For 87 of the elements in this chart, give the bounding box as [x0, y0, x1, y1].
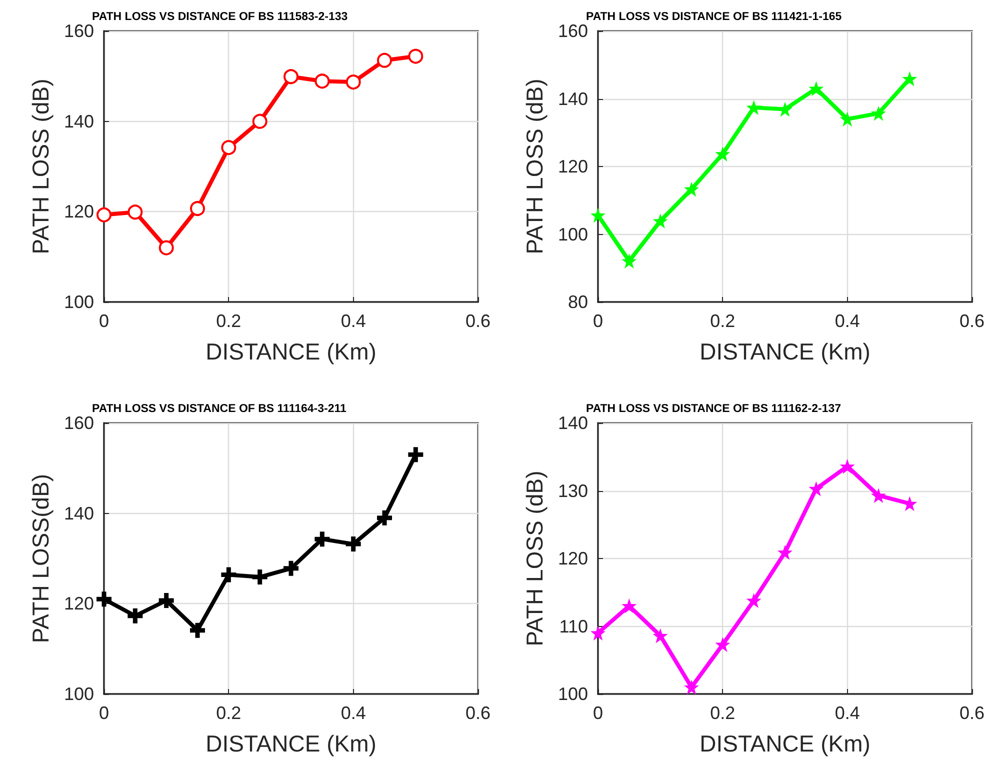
point: [746, 100, 762, 116]
x-tick-label: 0: [592, 703, 604, 723]
y-axis-title: PATH LOSS (dB): [522, 470, 548, 646]
point: [622, 598, 637, 614]
point: [652, 214, 668, 229]
x-tick-label: 0: [98, 311, 110, 331]
y-tick-label: 120: [64, 594, 94, 614]
point: [252, 114, 268, 129]
point: [314, 532, 330, 547]
x-tick-label: 0.6: [959, 703, 985, 723]
point: [715, 637, 730, 652]
y-tick-label: 160: [64, 413, 94, 433]
y-tick-label: 140: [558, 413, 588, 433]
y-axis-title: PATH LOSS (dB): [522, 78, 548, 254]
point: [221, 567, 236, 582]
y-tick-label: 160: [64, 21, 94, 41]
y-tick-label: 120: [558, 548, 588, 568]
chart-title: PATH LOSS VS DISTANCE OF BS 111583-2-133: [92, 11, 348, 23]
point: [96, 592, 112, 607]
point: [128, 608, 143, 624]
point: [284, 69, 298, 84]
point: [377, 510, 392, 526]
x-tick-label: 0.6: [959, 311, 985, 331]
point: [590, 626, 606, 641]
y-tick-label: 120: [558, 156, 588, 176]
x-axis-title: DISTANCE (Km): [700, 730, 870, 756]
point: [408, 48, 424, 64]
point: [840, 458, 855, 474]
point: [158, 240, 174, 256]
point: [346, 536, 361, 552]
point: [190, 622, 205, 638]
y-axis-title: PATH LOSS (dB): [28, 78, 54, 254]
y-tick-label: 100: [64, 292, 94, 312]
x-tick-label: 0.2: [216, 703, 242, 723]
y-tick-label: 130: [558, 480, 588, 501]
x-axis-title: DISTANCE (Km): [206, 338, 376, 364]
point: [346, 74, 361, 90]
y-axis-title: PATH LOSS(dB): [28, 474, 54, 644]
point: [377, 52, 392, 68]
y-tick-label: 100: [558, 684, 588, 704]
x-tick-label: 0.2: [710, 311, 736, 331]
point: [128, 204, 143, 220]
point: [284, 560, 298, 576]
point: [652, 628, 668, 644]
y-tick-label: 120: [64, 202, 94, 222]
x-axis-title: DISTANCE (Km): [206, 730, 376, 756]
point: [314, 74, 330, 89]
x-tick-label: 0.4: [834, 311, 860, 331]
point: [871, 488, 886, 503]
x-tick-label: 0: [98, 703, 110, 723]
point: [96, 207, 112, 222]
y-tick-label: 100: [64, 684, 94, 704]
y-tick-label: 140: [64, 111, 94, 132]
y-tick-label: 140: [64, 503, 94, 524]
y-tick-label: 160: [558, 21, 588, 41]
point: [808, 81, 824, 96]
x-tick-label: 0.4: [340, 311, 366, 331]
point: [808, 481, 824, 496]
y-tick-label: 140: [558, 88, 588, 109]
x-tick-label: 0.2: [710, 703, 736, 723]
x-tick-label: 0.2: [216, 311, 242, 331]
y-tick-label: 110: [559, 616, 588, 636]
chart-title: PATH LOSS VS DISTANCE OF BS 111164-3-211: [92, 403, 347, 415]
x-tick-label: 0.4: [834, 703, 860, 723]
point: [778, 544, 792, 560]
y-tick-label: 80: [568, 292, 588, 312]
chart-title: PATH LOSS VS DISTANCE OF BS 111162-2-137: [586, 403, 842, 415]
point: [590, 208, 606, 223]
y-tick-label: 100: [558, 224, 588, 244]
point: [746, 593, 762, 608]
x-tick-label: 0: [592, 311, 604, 331]
x-tick-label: 0.6: [465, 703, 491, 723]
point: [902, 71, 918, 86]
x-axis-title: DISTANCE (Km): [700, 338, 870, 364]
x-tick-label: 0.6: [465, 311, 491, 331]
point: [408, 447, 424, 462]
point: [871, 106, 886, 121]
chart-title: PATH LOSS VS DISTANCE OF BS 111421-1-165: [586, 11, 842, 23]
point: [684, 680, 699, 695]
point: [221, 140, 236, 156]
x-tick-label: 0.4: [340, 703, 366, 723]
point: [158, 593, 174, 608]
point: [622, 254, 637, 269]
point: [715, 146, 730, 162]
point: [190, 201, 205, 216]
point: [684, 182, 699, 197]
point: [252, 570, 268, 585]
